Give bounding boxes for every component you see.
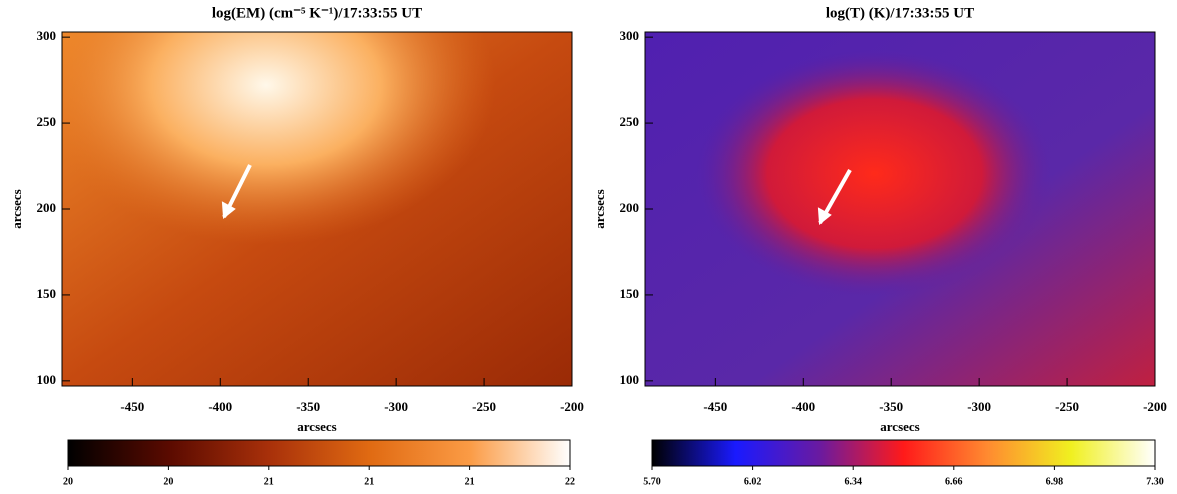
x-tick-label: -300	[967, 399, 991, 414]
chart-title: log(EM) (cm⁻⁵ K⁻¹)/17:33:55 UT	[212, 5, 422, 21]
colorbar-tick-label: 6.34	[844, 476, 862, 487]
colorbar-tick-label: 7.30	[1146, 476, 1164, 487]
x-tick-label: -450	[120, 399, 144, 414]
y-tick-label: 250	[37, 114, 57, 129]
colorbar-tick-label: 6.98	[1046, 476, 1064, 487]
x-tick-label: -250	[472, 399, 496, 414]
y-tick-label: 150	[37, 286, 57, 301]
chart-title: log(T) (K)/17:33:55 UT	[826, 5, 974, 21]
colorbar-tick-label: 21	[364, 476, 374, 487]
y-tick-label: 100	[37, 372, 57, 387]
image-highlight	[645, 32, 1155, 386]
colorbar	[651, 439, 1156, 467]
colorbar-tick-label: 20	[63, 476, 73, 487]
y-tick-label: 100	[620, 372, 640, 387]
y-axis-label: arcsecs	[592, 189, 607, 228]
x-tick-label: -250	[1055, 399, 1079, 414]
x-tick-label: -400	[208, 399, 232, 414]
x-tick-label: -450	[703, 399, 727, 414]
x-tick-label: -200	[560, 399, 584, 414]
colorbar-tick-label: 6.66	[945, 476, 963, 487]
x-tick-label: -350	[879, 399, 903, 414]
x-axis-label: arcsecs	[880, 419, 919, 434]
arrow-head	[221, 201, 236, 219]
y-tick-label: 150	[620, 286, 640, 301]
y-tick-label: 200	[37, 200, 57, 215]
colorbar	[67, 439, 571, 467]
colorbar-tick-label: 5.70	[643, 476, 661, 487]
x-tick-label: -350	[296, 399, 320, 414]
x-axis-label: arcsecs	[297, 419, 336, 434]
colorbar-tick-label: 20	[163, 476, 173, 487]
y-tick-label: 300	[37, 28, 57, 43]
x-tick-label: -300	[384, 399, 408, 414]
colorbar-tick-label: 21	[465, 476, 475, 487]
colorbar-tick-label: 6.02	[744, 476, 762, 487]
y-tick-label: 250	[620, 114, 640, 129]
x-tick-label: -400	[791, 399, 815, 414]
image-highlight	[62, 32, 572, 386]
colorbar-tick-label: 22	[565, 476, 575, 487]
arrow-head	[817, 207, 832, 225]
y-tick-label: 200	[620, 200, 640, 215]
y-axis-label: arcsecs	[9, 189, 24, 228]
colorbar-tick-label: 21	[264, 476, 274, 487]
x-tick-label: -200	[1143, 399, 1167, 414]
y-tick-label: 300	[620, 28, 640, 43]
